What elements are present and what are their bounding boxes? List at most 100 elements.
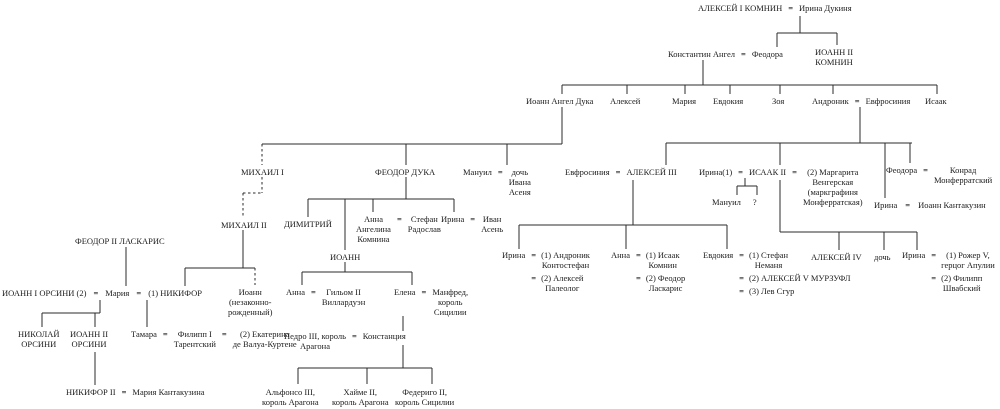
- person-khaime-ii-aragon: Хайме II, король Арагона: [332, 387, 389, 407]
- couple-alexios-i: АЛЕКСЕЙ I КОМНИН = Ирина Дукиня: [698, 3, 852, 13]
- marriage-list: = (1) Стефан Неманя = (2) АЛЕКСЕЙ V МУРЗ…: [738, 250, 850, 296]
- couple-aleksei-iii: Евфросиния = АЛЕКСЕЙ III: [565, 167, 677, 177]
- person-mikhail-ii: МИХАИЛ II: [221, 220, 267, 230]
- person-stefan-radoslav: Стефан Радослав: [407, 214, 441, 234]
- couple-manuil-2: Мануил ?: [712, 197, 757, 207]
- person-gilom-ii-villarduen: Гильом II Виллардуэн: [321, 287, 366, 307]
- couple-maria-orsini-nikifor: ИОАНН I ОРСИНИ (2) = Мария = (1) НИКИФОР: [2, 288, 202, 298]
- equals-sign: =: [739, 286, 745, 296]
- person-irina-doch-alekseya: Ирина: [502, 250, 526, 260]
- person-rozher-v-apulia: (1) Рожер V, герцог Апулии: [941, 250, 995, 270]
- marriage-list: = (1) Рожер V, герцог Апулии = (2) Филип…: [930, 250, 995, 293]
- person-filipp-shvabskiy: (2) Филипп Швабский: [941, 273, 983, 293]
- equals-sign: =: [396, 214, 402, 224]
- marriage-entry: = (2) Филипп Швабский: [930, 273, 982, 293]
- equals-sign: =: [738, 167, 744, 177]
- person-konstantsiya: Констанция: [362, 331, 406, 341]
- marriage-entry: = (3) Лев Сгур: [738, 286, 794, 296]
- person-irina-doch-isaaka: Ирина: [902, 250, 926, 260]
- couple-elena-manfred: Елена = Манфред, король Сицилии: [394, 287, 468, 317]
- equals-sign: =: [531, 250, 537, 260]
- person-aleksei: Алексей: [610, 96, 641, 106]
- person-zoya: Зоя: [772, 96, 785, 106]
- person-nikolay-orsini: НИКОЛАЙ ОРСИНИ: [18, 329, 60, 349]
- person-ioann-ii-komnin: ИОАНН II КОМНИН: [815, 47, 854, 67]
- equals-sign: =: [93, 288, 99, 298]
- person-aleksei-v-murzufl: (2) АЛЕКСЕЙ V МУРЗУФЛ: [749, 273, 851, 283]
- equals-sign: =: [121, 387, 127, 397]
- person-aleksei-paleolog: (2) Алексей Палеолог: [541, 273, 584, 293]
- person-manuil: Мануил: [463, 167, 492, 177]
- couple-anna-isaak: Анна = (1) Исаак Комнин = (2) Феодор Лас…: [611, 250, 685, 293]
- couple-isaak-ii: Ирина(1) = ИСААК II = (2) Маргарита Венг…: [699, 167, 863, 207]
- person-ioann-ii-orsini: ИОАНН II ОРСИНИ: [70, 329, 109, 349]
- marriage-entry: = (2) АЛЕКСЕЙ V МУРЗУФЛ: [738, 273, 850, 283]
- person-evfrosiniya: Евфросиния: [865, 96, 911, 106]
- marriage-entry: = (2) Феодор Ласкарис: [635, 273, 685, 293]
- person-nikifor-i: (1) НИКИФОР: [148, 288, 202, 298]
- person-aleksei-iv: АЛЕКСЕЙ IV: [811, 252, 862, 262]
- couple-pedro-konstantsiya: Педро III, король Арагона = Констанция: [284, 331, 406, 351]
- person-anna-doch-ioanna: Анна: [286, 287, 306, 297]
- person-alexios-i-komnin: АЛЕКСЕЙ I КОМНИН: [698, 3, 783, 13]
- person-aleksei-iii: АЛЕКСЕЙ III: [626, 167, 677, 177]
- marriage-entry: = (1) Андроник Контостефан: [530, 250, 590, 270]
- person-konstantin-angel: Константин Ангел: [668, 49, 735, 59]
- couple-irina-kantakuzin: Ирина = Иоанн Кантакузин: [874, 200, 986, 210]
- person-doch-isaaka: дочь: [874, 252, 891, 262]
- person-irina-1: Ирина(1): [699, 167, 733, 177]
- unknown-child-mark: ?: [752, 197, 757, 207]
- person-doch-ivana-asenya: дочь Ивана Асеня: [508, 167, 531, 197]
- couple-andronik: Андроник = Евфросиния: [812, 96, 910, 106]
- marriage-list: = (1) Исаак Комнин = (2) Феодор Ласкарис: [635, 250, 685, 293]
- person-feodor-duka: ФЕОДОР ДУКА: [375, 167, 436, 177]
- person-irina-dukinya: Ирина Дукиня: [799, 3, 852, 13]
- person-lev-sgur: (3) Лев Сгур: [749, 286, 795, 296]
- person-andronik: Андроник: [812, 96, 849, 106]
- equals-sign: =: [162, 329, 168, 339]
- person-andronik-kontostefan: (1) Андроник Контостефан: [541, 250, 590, 270]
- couple-irina-ivan-asen: Ирина = Иван Асень: [441, 214, 503, 234]
- connector-lines-solid: [41, 16, 938, 385]
- person-mikhail-i: МИХАИЛ I: [241, 167, 284, 177]
- person-maria: Мария: [672, 96, 697, 106]
- equals-sign: =: [905, 200, 911, 210]
- couple-irina-kontostefan: Ирина = (1) Андроник Контостефан = (2) А…: [502, 250, 590, 293]
- person-dimitriy: ДИМИТРИЙ: [284, 219, 332, 229]
- couple-irina-rozher: Ирина = (1) Рожер V, герцог Апулии = (2)…: [902, 250, 995, 293]
- person-evfrosiniya-zhena: Евфросиния: [565, 167, 610, 177]
- person-feodora-2: Феодора: [886, 165, 918, 175]
- marriage-list: = (1) Андроник Контостефан = (2) Алексей…: [530, 250, 590, 293]
- person-feodor-ii-laskaris: ФЕОДОР II ЛАСКАРИС: [75, 236, 165, 246]
- marriage-entry: = (1) Рожер V, герцог Апулии: [930, 250, 995, 270]
- person-feodora: Феодора: [751, 49, 783, 59]
- equals-sign: =: [636, 250, 641, 260]
- couple-evdokia-stefan: Евдокия = (1) Стефан Неманя = (2) АЛЕКСЕ…: [703, 250, 851, 296]
- equals-sign: =: [854, 96, 860, 106]
- person-evdokia: Евдокия: [713, 96, 744, 106]
- person-elena: Елена: [394, 287, 416, 297]
- equals-sign: =: [739, 250, 745, 260]
- equals-sign: =: [739, 273, 745, 283]
- person-maria-kantakuzina: Мария Кантакузина: [132, 387, 205, 397]
- equals-sign: =: [788, 3, 794, 13]
- marriage-entry: = (2) Алексей Палеолог: [530, 273, 583, 293]
- person-tamara: Тамара: [131, 329, 157, 339]
- person-irina-epir: Ирина: [441, 214, 465, 224]
- equals-sign: =: [531, 273, 537, 283]
- equals-sign: =: [497, 167, 503, 177]
- couple-feodora-konrad: Феодора = Конрад Монферратский: [886, 165, 992, 185]
- person-isaak-komnin: (1) Исаак Комнин: [645, 250, 680, 270]
- equals-sign: =: [421, 287, 427, 297]
- equals-sign: =: [792, 167, 797, 177]
- person-konrad-monferratskiy: Конрад Монферратский: [933, 165, 993, 185]
- person-maria-laskarina: Мария: [105, 288, 130, 298]
- person-anna-angelina-komnina: Анна Ангелина Комнина: [356, 214, 391, 244]
- person-feodor-laskaris: (2) Феодор Ласкарис: [645, 273, 686, 293]
- person-evdokia-doch-alekseya: Евдокия: [703, 250, 734, 260]
- person-ivan-asen: Иван Асень: [481, 214, 504, 234]
- person-anna-doch-alekseya: Анна: [611, 250, 631, 260]
- equals-sign: =: [931, 250, 937, 260]
